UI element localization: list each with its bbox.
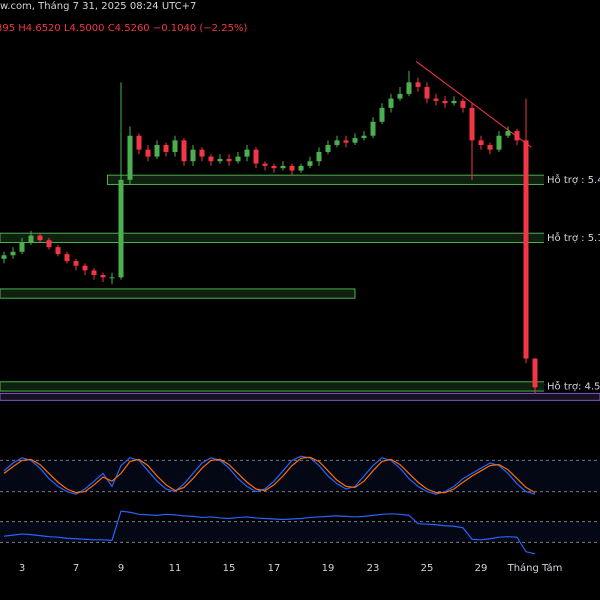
- indicator-line: [3, 455, 536, 495]
- candle-body: [55, 247, 61, 255]
- candle-body: [316, 151, 322, 162]
- x-tick-label: 25: [421, 563, 434, 574]
- candle-body: [505, 131, 511, 136]
- candle-body: [397, 93, 403, 99]
- candle-body: [181, 140, 187, 162]
- zone: [107, 174, 600, 185]
- candle-body: [118, 179, 124, 278]
- candle-body: [136, 135, 142, 150]
- candle-body: [460, 100, 466, 108]
- x-tick-label: 29: [475, 563, 488, 574]
- zone-label-bg: [544, 230, 600, 245]
- candle-body: [298, 165, 304, 171]
- candle-body: [226, 158, 232, 162]
- candle-body: [1, 255, 7, 259]
- candle-body: [424, 86, 430, 99]
- candle-body: [325, 145, 331, 152]
- candle-body: [406, 82, 412, 94]
- candle-body: [91, 270, 97, 275]
- x-tick-label: 19: [322, 563, 335, 574]
- candle-body: [37, 235, 43, 241]
- candle-body: [109, 277, 115, 279]
- candle-body: [370, 121, 376, 136]
- candle-body: [532, 358, 538, 388]
- zone-label-bg: [544, 172, 600, 187]
- candle-body: [343, 140, 349, 143]
- candle-body: [361, 135, 367, 139]
- candle-body: [82, 265, 88, 271]
- candle-body: [478, 140, 484, 145]
- candle-body: [451, 100, 457, 104]
- x-tick-label: Tháng Tám: [507, 562, 563, 574]
- candle-body: [523, 140, 529, 359]
- candle-body: [307, 161, 313, 166]
- candle-body: [253, 149, 259, 164]
- pane-band: [0, 521, 600, 543]
- candle-body: [46, 240, 52, 248]
- candle-body: [496, 135, 502, 150]
- zone-label-bg: [544, 379, 600, 394]
- x-tick-label: 9: [118, 563, 124, 574]
- candle-body: [145, 149, 151, 157]
- candle-body: [28, 235, 34, 243]
- candle-body: [271, 165, 277, 169]
- zone-label: Hỗ trợ : 5.42: [547, 173, 600, 186]
- candle-body: [280, 165, 286, 169]
- zone: [0, 288, 356, 299]
- candle-body: [262, 163, 268, 166]
- zone: [0, 392, 600, 401]
- candle-body: [244, 149, 250, 157]
- candle-body: [154, 145, 160, 157]
- candle-body: [352, 138, 358, 143]
- x-tick-label: 15: [223, 563, 236, 574]
- indicator-line: [3, 510, 536, 555]
- candle-body: [289, 165, 295, 171]
- candle-body: [334, 140, 340, 145]
- header-line2: 395 H4.6520 L4.5000 C4.5260 −0.1040 (−2.…: [0, 23, 247, 34]
- zone: [0, 381, 600, 392]
- candle-body: [487, 145, 493, 150]
- candle-body: [19, 242, 25, 252]
- zone-label: Hỗ trợ : 5.17: [547, 231, 600, 244]
- candle-body: [127, 135, 133, 180]
- indicator-line: [3, 456, 536, 494]
- x-tick-label: 3: [19, 563, 25, 574]
- candle-body: [73, 261, 79, 266]
- candle-body: [388, 98, 394, 108]
- candle-body: [172, 140, 178, 152]
- candle-body: [514, 131, 520, 141]
- candle-body: [208, 156, 214, 162]
- x-tick-label: 11: [169, 563, 182, 574]
- candle-body: [433, 98, 439, 101]
- x-tick-label: 23: [367, 563, 380, 574]
- candle-body: [217, 158, 223, 162]
- zone-label: Hỗ trợ: 4.53: [547, 379, 600, 392]
- candle-body: [379, 107, 385, 122]
- candle-body: [469, 107, 475, 141]
- trendline: [415, 61, 532, 148]
- candle-body: [415, 82, 421, 87]
- x-tick-label: 17: [268, 563, 281, 574]
- candle-body: [64, 254, 70, 262]
- candle-body: [163, 145, 169, 152]
- candle-body: [235, 156, 241, 162]
- candle-body: [100, 275, 106, 278]
- x-tick-label: 7: [73, 563, 79, 574]
- zone: [0, 232, 600, 243]
- candle-body: [199, 149, 205, 157]
- candle-body: [442, 100, 448, 104]
- candle-body: [10, 251, 16, 256]
- header-line1: w.com, Tháng 7 31, 2025 08:24 UTC+7: [0, 0, 196, 12]
- candle-body: [190, 149, 196, 162]
